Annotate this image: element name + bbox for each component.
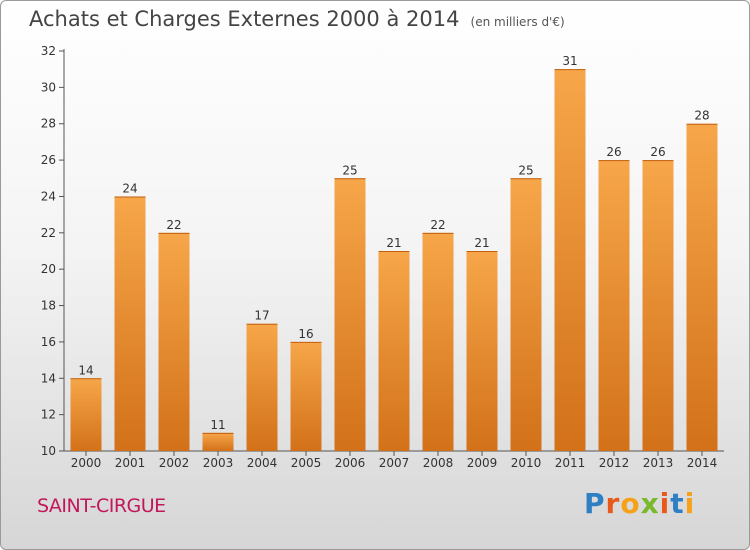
bar-value-label: 11	[210, 418, 225, 432]
y-tick-label: 20	[41, 262, 56, 276]
y-tick-label: 28	[41, 117, 56, 131]
bar-value-label: 24	[122, 181, 137, 195]
bar	[246, 323, 278, 451]
y-tick-label: 18	[41, 299, 56, 313]
bar	[598, 160, 630, 451]
title-row: Achats et Charges Externes 2000 à 2014 (…	[29, 7, 565, 31]
bar	[554, 69, 586, 451]
y-tick-label: 10	[41, 444, 56, 458]
x-tick-label: 2002	[159, 456, 190, 470]
bar-value-label: 28	[694, 109, 709, 123]
bar-value-label: 21	[386, 236, 401, 250]
x-tick-label: 2000	[71, 456, 102, 470]
logo-letter: P	[584, 487, 606, 520]
bar	[422, 232, 454, 451]
bar-value-label: 22	[166, 218, 181, 232]
x-tick-label: 2012	[599, 456, 630, 470]
x-tick-label: 2003	[203, 456, 234, 470]
y-tick-label: 32	[41, 44, 56, 58]
bar-value-label: 25	[342, 163, 357, 177]
x-tick-label: 2007	[379, 456, 410, 470]
chart-title: Achats et Charges Externes 2000 à 2014	[29, 7, 460, 31]
bar-value-label: 22	[430, 218, 445, 232]
bar	[510, 178, 542, 452]
x-tick-label: 2001	[115, 456, 146, 470]
x-tick-label: 2006	[335, 456, 366, 470]
logo-letter: i	[684, 487, 696, 520]
x-tick-label: 2009	[467, 456, 498, 470]
x-tick-label: 2014	[687, 456, 718, 470]
bar	[114, 196, 146, 451]
y-tick-label: 26	[41, 153, 56, 167]
y-tick-label: 16	[41, 335, 56, 349]
chart-unit: (en milliers d'€)	[470, 15, 565, 29]
bar-value-label: 21	[474, 236, 489, 250]
logo-letter: x	[640, 487, 660, 520]
bar-value-label: 26	[606, 145, 621, 159]
x-tick-label: 2011	[555, 456, 586, 470]
y-tick-label: 24	[41, 189, 56, 203]
x-tick-label: 2013	[643, 456, 674, 470]
bar	[202, 432, 234, 451]
bar	[378, 251, 410, 451]
bar-value-label: 14	[78, 363, 93, 377]
bar	[642, 160, 674, 451]
logo-letter: r	[605, 487, 621, 520]
bar	[158, 232, 190, 451]
y-tick-label: 30	[41, 80, 56, 94]
bar	[70, 378, 102, 451]
x-tick-label: 2008	[423, 456, 454, 470]
x-tick-label: 2010	[511, 456, 542, 470]
bar-value-label: 16	[298, 327, 313, 341]
bar-value-label: 31	[562, 54, 577, 68]
logo-letter: i	[659, 487, 671, 520]
bar	[466, 251, 498, 451]
logo-letter: o	[620, 487, 641, 520]
bar	[686, 123, 718, 452]
x-tick-label: 2004	[247, 456, 278, 470]
x-tick-label: 2005	[291, 456, 322, 470]
bar-value-label: 26	[650, 145, 665, 159]
bar	[334, 178, 366, 452]
town-name: SAINT-CIRGUE	[37, 495, 166, 517]
proxiti-logo: Proxiti	[584, 487, 695, 520]
y-tick-label: 12	[41, 408, 56, 422]
y-tick-label: 22	[41, 226, 56, 240]
bar-value-label: 17	[254, 309, 269, 323]
bar-value-label: 25	[518, 163, 533, 177]
logo-letter: t	[670, 487, 685, 520]
y-tick-label: 14	[41, 371, 56, 385]
bar	[290, 341, 322, 451]
